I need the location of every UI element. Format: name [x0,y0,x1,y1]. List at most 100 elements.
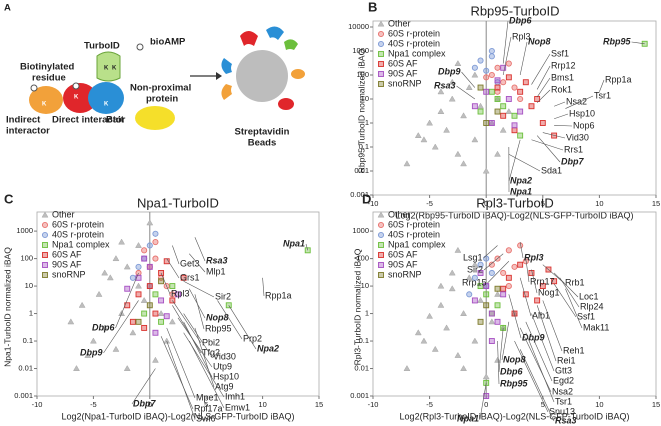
chart-title: Rpl3-TurboID [476,195,554,210]
biotin-label: residue [32,73,66,84]
point [500,79,507,86]
annotation: Hsp10 [213,371,239,381]
point [152,310,159,317]
diagram: A TurboID bioAMP Biotinylated residue In… [4,3,305,149]
x-tick-label: 10 [258,400,266,409]
leader-line [514,340,549,413]
point [73,365,80,371]
x-tick-label: 0 [484,400,488,409]
annotation: Dbp6 [92,322,115,332]
point [511,122,518,129]
point [488,261,495,268]
point [158,318,165,325]
leader-line [160,272,171,295]
point [500,269,507,277]
leader-line [172,300,202,344]
point [534,297,541,304]
point [163,313,170,320]
point [482,373,490,380]
panel-label: D [362,191,371,206]
point [494,108,501,115]
legend-marker [378,51,384,57]
point [437,282,445,289]
plot-frame [372,211,657,397]
point [414,329,422,336]
point [454,150,462,157]
point [477,84,484,91]
point [135,291,142,298]
annotation: Rrp12 [551,60,576,70]
legend-marker [378,61,384,67]
leader-line [183,280,215,298]
leader-line [502,20,509,64]
leader-line [483,245,498,259]
panel-label: C [4,191,14,206]
leader-line [519,41,528,76]
x-tick-label: -5 [90,400,97,409]
point [146,219,154,226]
annotation: Atg9 [215,381,234,391]
x-tick-label: 15 [315,400,323,409]
annotation: Hsp10 [569,108,595,118]
point [477,318,484,325]
legend-label: 60S r-protein [388,28,440,38]
point [499,126,507,133]
point [152,356,159,363]
point [483,255,490,262]
point [477,108,484,115]
point [551,278,558,285]
leader-line [508,139,521,182]
point [511,263,518,270]
leader-line [487,261,510,284]
point [471,64,478,71]
point [414,132,422,138]
annotation: Dbp6 [509,15,532,25]
point [483,74,490,81]
biotin-dot [72,82,80,90]
annotation: Mpe1 [196,392,219,402]
legend-marker [378,262,384,268]
plot-frame [372,20,657,196]
annotation: Egd2 [553,375,574,385]
bead-protein [284,39,298,50]
leader-line [228,305,257,350]
annotation: Ssf1 [577,311,595,321]
point [123,365,131,371]
y-tick-label: 100 [20,254,33,263]
legend-marker [41,231,49,239]
annotation: Npa1 [510,186,532,196]
annotation: Alb1 [532,310,550,320]
leader-line [536,305,557,362]
point [539,283,546,290]
leader-line [536,89,551,103]
leader-line [177,317,213,368]
annotation: Rpl17a [194,403,223,413]
bait-shape [88,82,124,114]
point [488,318,496,325]
legend-label: 60S AF [388,58,418,68]
indirect-shape [29,86,63,114]
annotation: Tfg2 [202,347,220,357]
point [129,329,137,336]
point [448,269,456,276]
point [135,282,142,289]
lysine-label: K [74,95,79,101]
legend-label: Other [388,18,411,28]
bead-protein [278,98,294,110]
annotation: Nop8 [528,36,551,46]
leader-line [508,294,522,339]
x-tick-label: 15 [652,199,660,208]
point [500,64,507,71]
leader-line [166,340,196,420]
point [494,64,501,71]
leader-line [189,253,206,273]
annotation: Nop8 [206,312,229,322]
annotation: Sir2 [467,264,483,274]
legend-marker [42,262,48,268]
turboid-label: TurboID [84,41,120,52]
bead [236,50,288,102]
legend-marker [378,252,384,258]
leader-line [519,241,524,259]
leader-line [479,382,487,420]
y-tick-label: 0.01 [354,364,369,373]
